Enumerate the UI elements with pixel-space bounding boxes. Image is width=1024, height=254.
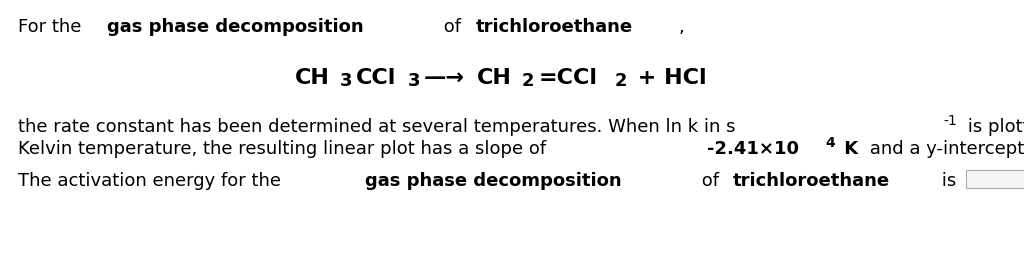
Text: 3: 3: [408, 72, 421, 90]
Text: CH: CH: [295, 68, 330, 88]
Text: 2: 2: [614, 72, 627, 90]
Text: 3: 3: [340, 72, 352, 90]
Text: trichloroethane: trichloroethane: [733, 172, 890, 190]
Text: CH: CH: [477, 68, 512, 88]
Text: The activation energy for the: The activation energy for the: [18, 172, 287, 190]
Text: gas phase decomposition: gas phase decomposition: [365, 172, 622, 190]
Text: For the: For the: [18, 18, 87, 36]
Text: K: K: [839, 140, 858, 158]
Text: -2.41×10: -2.41×10: [707, 140, 799, 158]
Text: Kelvin temperature, the resulting linear plot has a slope of: Kelvin temperature, the resulting linear…: [18, 140, 552, 158]
Text: 2: 2: [522, 72, 535, 90]
Text: is: is: [936, 172, 956, 190]
Text: -1: -1: [944, 114, 957, 128]
Text: 4: 4: [825, 136, 836, 150]
Text: CCl: CCl: [356, 68, 396, 88]
Text: of: of: [438, 18, 467, 36]
Text: the rate constant has been determined at several temperatures. When ln k in s: the rate constant has been determined at…: [18, 118, 735, 136]
Text: of: of: [696, 172, 725, 190]
Text: trichloroethane: trichloroethane: [475, 18, 633, 36]
Text: —→: —→: [424, 68, 465, 88]
Text: + HCl: + HCl: [631, 68, 707, 88]
Text: gas phase decomposition: gas phase decomposition: [108, 18, 364, 36]
Text: =CCl: =CCl: [539, 68, 597, 88]
Text: ,: ,: [678, 18, 684, 36]
FancyBboxPatch shape: [966, 170, 1024, 188]
Text: is plotted against the reciprocal of the: is plotted against the reciprocal of the: [962, 118, 1024, 136]
Text: and a y-intercept of: and a y-intercept of: [864, 140, 1024, 158]
